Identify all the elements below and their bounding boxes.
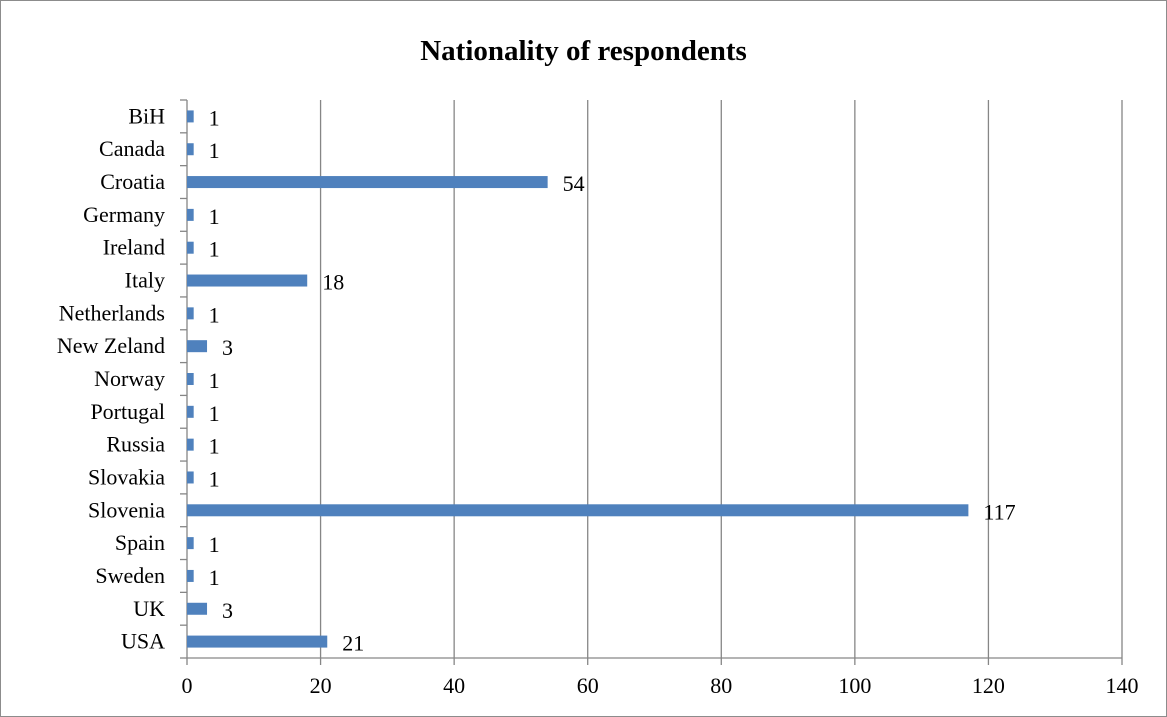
category-label: UK — [133, 596, 165, 621]
bar — [187, 340, 208, 353]
category-label: Slovakia — [88, 464, 165, 489]
x-tick-label: 120 — [972, 673, 1005, 698]
category-label: Spain — [115, 530, 165, 555]
bar — [187, 471, 194, 484]
x-tick-label: 60 — [577, 673, 599, 698]
bar — [187, 176, 548, 189]
bar — [187, 307, 194, 320]
category-label: New Zeland — [57, 333, 165, 358]
bar — [187, 274, 308, 287]
x-tick-label: 140 — [1106, 673, 1139, 698]
data-label: 54 — [563, 171, 585, 196]
category-label: Sweden — [95, 563, 165, 588]
data-label: 3 — [222, 598, 233, 623]
data-label: 1 — [209, 237, 220, 262]
bar — [187, 143, 194, 156]
x-tick-label: 20 — [310, 673, 332, 698]
data-label: 1 — [209, 532, 220, 557]
bar — [187, 537, 194, 550]
bar — [187, 504, 969, 517]
data-label: 1 — [209, 565, 220, 590]
x-tick-label: 0 — [182, 673, 193, 698]
bar — [187, 635, 328, 648]
data-label: 1 — [209, 138, 220, 163]
bar — [187, 602, 208, 615]
data-label: 117 — [983, 499, 1015, 524]
chart-title: Nationality of respondents — [420, 35, 747, 67]
data-label: 1 — [209, 434, 220, 459]
bar — [187, 405, 194, 418]
data-label: 1 — [209, 368, 220, 393]
bar — [187, 569, 194, 582]
bar — [187, 208, 194, 221]
category-label: Netherlands — [59, 300, 165, 325]
data-label: 1 — [209, 204, 220, 229]
category-label: Germany — [83, 202, 165, 227]
category-label: Russia — [106, 432, 165, 457]
x-tick-label: 100 — [838, 673, 871, 698]
data-label: 1 — [209, 401, 220, 426]
bar — [187, 438, 194, 451]
data-label: 3 — [222, 335, 233, 360]
bar — [187, 110, 194, 123]
bar — [187, 241, 194, 254]
category-label: Ireland — [103, 235, 165, 260]
category-label: USA — [121, 629, 165, 654]
bar — [187, 373, 194, 385]
category-label: Portugal — [90, 399, 165, 424]
category-label: BiH — [128, 103, 165, 128]
category-label: Slovenia — [88, 497, 165, 522]
data-label: 1 — [209, 466, 220, 491]
data-label: 1 — [209, 105, 220, 130]
x-tick-label: 40 — [443, 673, 465, 698]
data-label: 18 — [322, 270, 344, 295]
data-label: 21 — [342, 631, 364, 656]
category-label: Croatia — [100, 169, 165, 194]
category-label: Norway — [94, 366, 165, 391]
x-tick-label: 80 — [710, 673, 732, 698]
category-label: Canada — [99, 136, 165, 161]
category-label: Italy — [125, 268, 165, 293]
data-label: 1 — [209, 302, 220, 327]
